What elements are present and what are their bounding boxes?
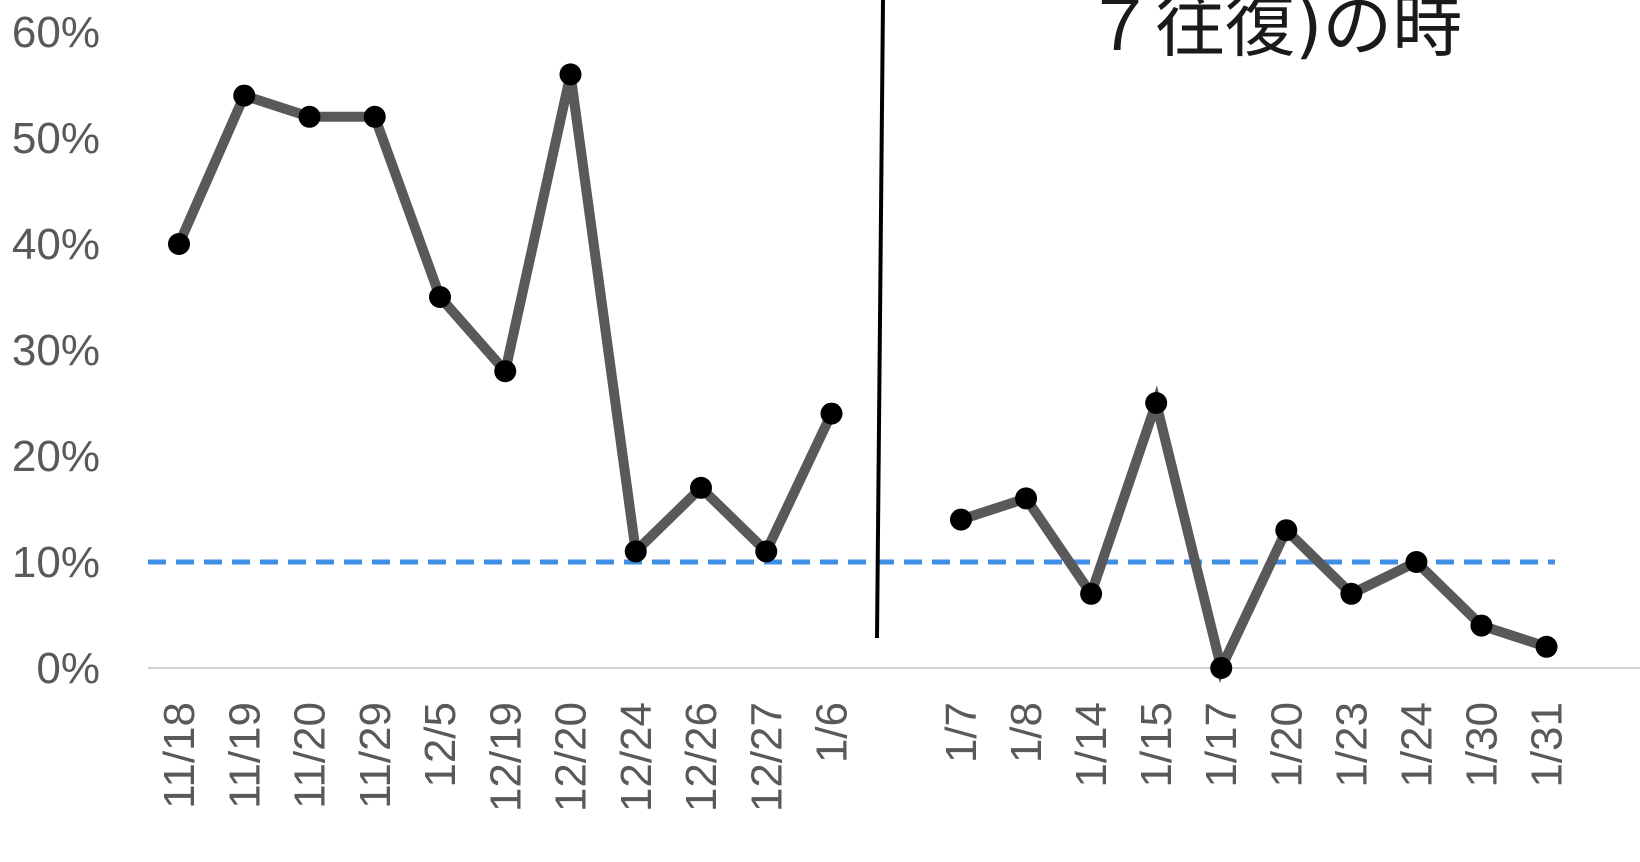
x-tick-label: 11/29: [351, 702, 400, 809]
data-point: [298, 105, 321, 128]
data-point: [820, 402, 843, 425]
data-point: [1210, 657, 1233, 679]
series-lines: [174, 73, 1549, 683]
data-point: [1470, 614, 1493, 637]
x-tick-label: 1/30: [1457, 702, 1506, 788]
x-tick-label: 11/18: [155, 702, 204, 809]
y-tick-label: 0%: [36, 644, 100, 693]
data-point: [1145, 392, 1168, 414]
data-point: [690, 476, 712, 499]
x-tick-label: 1/17: [1197, 702, 1246, 788]
data-point: [755, 540, 778, 563]
x-tick-label: 1/7: [937, 702, 986, 763]
data-point: [233, 84, 256, 107]
x-tick-label: 1/23: [1327, 702, 1376, 788]
x-tick-label: 11/20: [286, 702, 335, 809]
x-axis-ticks: 11/18 11/19 11/20 11/29 12/5 12/19 12/20 12/24 1…: [155, 702, 1572, 812]
data-point: [1405, 551, 1428, 573]
data-point: [1080, 582, 1103, 605]
y-tick-label: 30%: [12, 326, 100, 375]
y-tick-label: 10%: [12, 538, 100, 587]
x-tick-label: 1/24: [1392, 702, 1441, 788]
data-point: [494, 360, 517, 383]
data-point: [950, 508, 972, 531]
chart-title-fragment: ７往復)の時: [1085, 0, 1462, 67]
period-divider-line: [875, 0, 885, 639]
data-point: [429, 286, 451, 308]
y-tick-label: 50%: [12, 114, 100, 163]
series-line-segment-2: [959, 385, 1549, 683]
y-tick-label: 20%: [12, 432, 100, 481]
x-tick-label: 1/20: [1262, 702, 1311, 788]
series-line-segment-1: [174, 73, 837, 562]
data-point: [168, 233, 190, 255]
x-tick-label: 11/19: [220, 702, 269, 809]
x-tick-label: 12/20: [547, 702, 596, 812]
data-point: [1340, 582, 1363, 605]
y-tick-label: 40%: [12, 220, 100, 269]
data-point: [363, 105, 386, 128]
x-tick-label: 12/27: [742, 702, 791, 812]
x-tick-label: 12/24: [612, 702, 661, 812]
x-tick-label: 1/8: [1002, 702, 1051, 763]
x-tick-label: 1/14: [1067, 702, 1116, 788]
data-point: [1015, 487, 1038, 510]
x-tick-label: 1/15: [1132, 702, 1181, 788]
data-points: [168, 63, 1558, 679]
x-tick-label: 12/19: [481, 702, 530, 812]
data-point: [624, 540, 647, 563]
y-tick-label: 60%: [12, 8, 100, 57]
data-point: [559, 63, 582, 86]
y-axis-ticks: 0% 10% 20% 30% 40% 50% 60%: [12, 8, 100, 693]
x-tick-label: 12/26: [677, 702, 726, 812]
data-point: [1535, 635, 1558, 658]
x-tick-label: 1/31: [1523, 702, 1572, 788]
x-tick-label: 12/5: [416, 702, 465, 788]
data-point: [1275, 519, 1298, 542]
x-tick-label: 1/6: [808, 702, 857, 763]
